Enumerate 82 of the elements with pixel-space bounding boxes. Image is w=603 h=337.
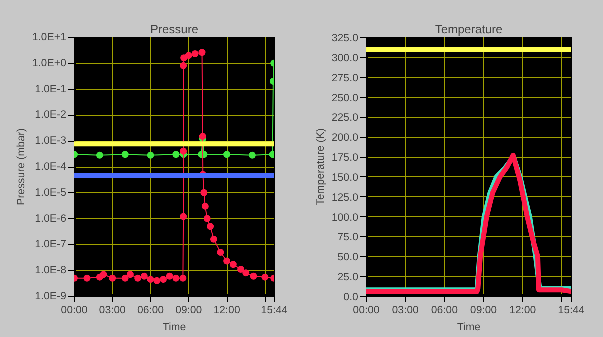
point [224, 151, 231, 158]
y-tick-label: 1.0E-7 [35, 238, 67, 251]
point [202, 202, 209, 210]
x-tick-label: 15:44 [261, 304, 288, 316]
y-tick-label: 225.0 [332, 112, 359, 124]
x-tick-label: 06:00 [431, 304, 458, 316]
point [207, 223, 214, 230]
point [109, 274, 116, 282]
point [238, 266, 245, 274]
x-tick-label: 15:44 [558, 304, 585, 316]
point [166, 272, 174, 280]
x-tick-label: 12:00 [510, 304, 536, 316]
point [134, 274, 142, 282]
point [224, 258, 231, 265]
x-tick-label: 03:00 [392, 304, 419, 316]
y-tick-label: 250.0 [332, 92, 359, 104]
y-tick-label: 1.0E+0 [32, 57, 67, 70]
point [172, 151, 180, 158]
point [122, 151, 129, 158]
point [122, 274, 129, 282]
x-axis-title: Time [457, 322, 481, 334]
point [250, 272, 258, 280]
y-tick-label: 1.0E-3 [35, 135, 67, 148]
y-tick-label: 75.0 [338, 232, 359, 244]
point [140, 272, 148, 280]
y-tick-label: 300.0 [332, 52, 359, 64]
point [262, 274, 269, 281]
point [147, 276, 154, 284]
point [160, 276, 167, 284]
y-tick-label: 50.0 [338, 252, 359, 264]
y-tick-label: 200.0 [332, 132, 359, 144]
y-tick-label: 1.0E-5 [35, 186, 67, 199]
y-tick-label: 125.0 [332, 192, 359, 204]
point [180, 54, 188, 62]
point [242, 270, 250, 277]
y-tick-label: 1.0E-1 [35, 83, 67, 96]
point [204, 215, 211, 222]
point [96, 152, 104, 159]
point [230, 261, 237, 268]
point [180, 62, 188, 70]
y-axis-title: Pressure (mbar) [15, 128, 28, 206]
point [84, 274, 91, 282]
x-axis-title: Time [162, 322, 186, 334]
point [172, 274, 180, 282]
y-tick-label: 1.0E-9 [35, 290, 67, 302]
point [199, 133, 206, 140]
point [198, 49, 206, 56]
x-tick-label: 09:00 [176, 304, 202, 316]
point [210, 236, 218, 243]
x-tick-label: 06:00 [137, 304, 164, 316]
y-tick-label: 150.0 [332, 172, 359, 184]
x-tick-label: 00:00 [353, 304, 380, 316]
point [147, 152, 154, 159]
point [200, 189, 208, 196]
point [154, 277, 161, 284]
y-tick-label: 175.0 [332, 152, 359, 164]
point [180, 148, 188, 155]
y-tick-label: 100.0 [332, 212, 359, 224]
x-tick-label: 00:00 [61, 304, 88, 316]
y-tick-label: 1.0E-6 [35, 212, 67, 225]
x-tick-label: 03:00 [99, 304, 126, 316]
point [248, 152, 256, 159]
y-axis-title: Temperature (K) [314, 128, 327, 206]
y-tick-label: 0.0 [344, 292, 359, 304]
point [185, 52, 192, 60]
y-tick-label: 1.0E-2 [35, 109, 67, 122]
y-tick-label: 325.0 [332, 32, 359, 44]
point [180, 213, 188, 220]
x-tick-label: 09:00 [470, 304, 498, 316]
point [217, 249, 224, 256]
point [126, 271, 134, 278]
y-tick-label: 275.0 [332, 72, 359, 84]
point [192, 50, 199, 58]
y-tick-label: 25.0 [338, 272, 359, 284]
y-tick-label: 1.0E-4 [35, 161, 67, 173]
x-tick-label: 12:00 [214, 304, 240, 316]
chart-title: Pressure [150, 22, 199, 36]
y-tick-label: 1.0E+1 [32, 32, 67, 44]
point [180, 274, 187, 282]
point [100, 271, 108, 278]
chart-title: Temperature [435, 22, 504, 36]
y-tick-label: 1.0E-8 [35, 264, 67, 277]
